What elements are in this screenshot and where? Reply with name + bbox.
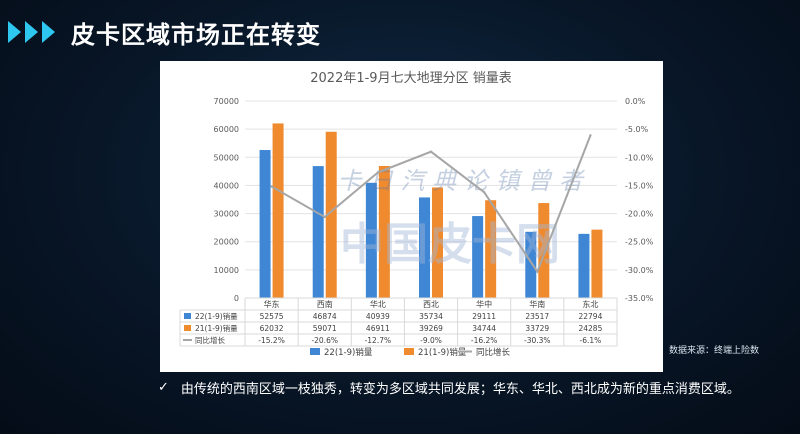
check-icon: ✓ (158, 380, 169, 395)
y-tick-label-left: 40000 (214, 181, 239, 190)
category-label: 华东 (264, 299, 280, 309)
watermark-logo: 中国皮卡网 (340, 219, 560, 270)
legend-label: 同比增长 (476, 347, 511, 358)
legend-swatch (404, 348, 414, 355)
y-tick-label-right: -20.0% (625, 210, 654, 219)
bar-21 (485, 200, 497, 298)
legend-label: 21(1-9)销量 (418, 347, 467, 358)
bar-21 (432, 187, 443, 298)
table-row-label: 21(1-9)销量 (195, 323, 238, 333)
bar-21 (272, 123, 284, 298)
chart-card: 2022年1-9月七大地理分区 销量表 0 10000 20000 30000 40000… (160, 61, 663, 372)
y-tick-label-right: -10.0% (625, 153, 654, 162)
table-cell: -12.7% (365, 336, 392, 345)
bar-22 (525, 231, 537, 298)
page-title: 皮卡区域市场正在转变 (71, 20, 321, 49)
table-cell: 22794 (578, 312, 602, 321)
bar-22 (259, 150, 271, 298)
table-cell: 39269 (419, 324, 443, 333)
growth-point (323, 215, 326, 219)
table-row-label: 22(1-9)销量 (195, 311, 238, 321)
bar-21 (378, 165, 390, 298)
growth-point (536, 270, 539, 273)
table-row-legend-swatch (184, 325, 191, 331)
bar-22 (578, 233, 590, 298)
table-cell: 59071 (313, 324, 337, 333)
legend-swatch (310, 348, 320, 355)
bar-22 (312, 166, 324, 298)
table-cell: 24285 (578, 324, 602, 333)
category-label: 华中 (476, 299, 492, 309)
table-cell: 23517 (525, 312, 549, 321)
table-cell: -20.6% (311, 336, 338, 345)
category-label: 西南 (317, 299, 333, 309)
data-source-note: 数据来源：终端上险数 (669, 346, 760, 356)
watermark-text: 卡 日 汽 典 论 镇 曾 者 (337, 167, 585, 195)
y-tick-label-left: 30000 (214, 210, 239, 219)
y-tick-label-left: 70000 (214, 97, 239, 106)
table-cell: -9.0% (420, 336, 442, 345)
y-tick-label-right: -15.0% (625, 181, 654, 190)
category-label: 华南 (529, 299, 545, 309)
table-cell: 40939 (366, 312, 390, 321)
table-cell: 35734 (419, 312, 443, 321)
category-label: 华北 (370, 299, 386, 309)
y-tick-label-right: -30.0% (625, 266, 654, 275)
bar-21 (591, 229, 603, 298)
table-cell: -15.2% (258, 336, 285, 345)
y-tick-label-right: -35.0% (625, 294, 654, 303)
bar-22 (365, 182, 377, 298)
bar-21 (325, 131, 337, 298)
bullet-line: ✓ 由传统的西南区域一枝独秀，转变为多区域共同发展；华东、华北、西北成为新的重点… (158, 378, 740, 397)
table-cell: -16.2% (471, 336, 498, 345)
growth-point (482, 190, 486, 194)
y-tick-label-right: -5.0% (625, 125, 649, 134)
title-bar: 皮卡区域市场正在转变 (8, 12, 321, 52)
category-label: 东北 (582, 299, 598, 309)
y-tick-label-left: 0 (234, 294, 239, 303)
legend-label: 22(1-9)销量 (324, 347, 373, 358)
table-cell: 62032 (260, 324, 284, 333)
table-cell: 34744 (472, 324, 496, 333)
growth-point (270, 185, 273, 188)
bar-21 (538, 203, 550, 298)
y-tick-label-right: -25.0% (625, 238, 654, 247)
y-tick-label-right: 0.0% (625, 97, 646, 106)
table-cell: 46911 (366, 324, 390, 333)
table-cell: -6.1% (580, 336, 602, 345)
table-row-label: 同比增长 (195, 335, 225, 345)
bar-22 (472, 216, 484, 298)
table-cell: 52575 (260, 312, 284, 321)
bullet-text: 由传统的西南区域一枝独秀，转变为多区域共同发展；华东、华北、西北成为新的重点消费… (180, 382, 740, 397)
y-tick-label-left: 60000 (214, 125, 239, 134)
bar-22 (419, 197, 430, 298)
growth-point (589, 134, 592, 137)
table-row-legend-swatch (184, 313, 191, 319)
y-tick-label-left: 50000 (214, 153, 239, 162)
y-tick-label-left: 10000 (214, 266, 239, 275)
table-cell: -30.3% (524, 336, 551, 345)
table-cell: 29111 (472, 312, 496, 321)
sales-chart: 2022年1-9月七大地理分区 销量表 0 10000 20000 30000 40000… (179, 71, 654, 358)
y-tick-label-left: 20000 (214, 238, 239, 247)
growth-point (429, 150, 433, 153)
chart-title: 2022年1-9月七大地理分区 销量表 (310, 71, 511, 86)
category-label: 西北 (423, 300, 439, 309)
table-cell: 46874 (313, 312, 337, 321)
table-cell: 33729 (525, 324, 549, 333)
growth-point (376, 171, 380, 174)
chevron-arrows-icon (8, 21, 59, 43)
